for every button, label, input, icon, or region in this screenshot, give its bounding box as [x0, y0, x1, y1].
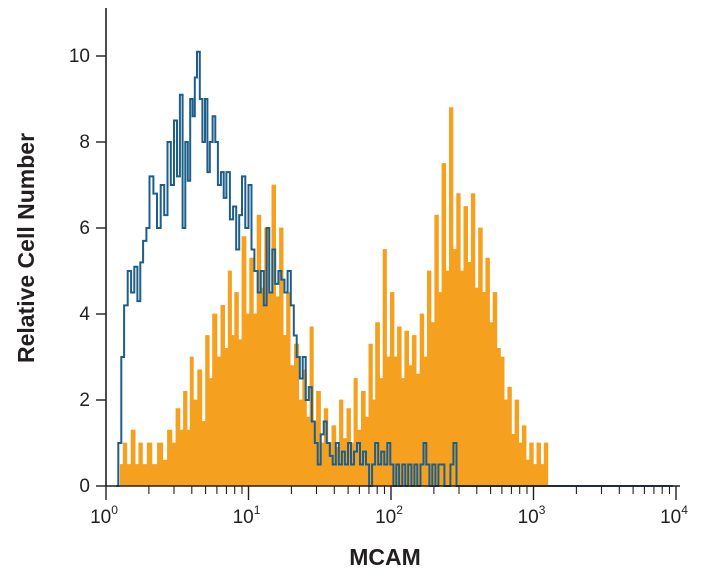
x-tick-label-exponent: 4	[681, 503, 688, 517]
y-tick-label: 8	[79, 132, 90, 153]
y-tick-label: 4	[79, 304, 90, 325]
x-tick-label-base: 10	[375, 507, 396, 528]
x-tick-label-exponent: 2	[396, 503, 403, 517]
x-tick-label-base: 10	[660, 507, 681, 528]
x-tick-label: 102	[375, 503, 403, 528]
histogram-fill-area	[119, 107, 549, 487]
x-tick-label-exponent: 0	[111, 503, 118, 517]
x-axis-tick-labels: 100 101 102 103 104	[90, 503, 688, 528]
x-tick-label-exponent: 1	[254, 503, 261, 517]
x-tick-label: 104	[660, 503, 688, 528]
x-tick-label: 103	[518, 503, 546, 528]
y-tick-label: 10	[69, 46, 90, 67]
x-tick-label: 101	[233, 503, 261, 528]
y-tick-label: 6	[79, 218, 90, 239]
x-tick-label-exponent: 3	[539, 503, 546, 517]
x-tick-label: 100	[90, 503, 118, 528]
x-axis-title: MCAM	[349, 544, 421, 570]
y-axis-ticks	[96, 55, 106, 487]
x-axis-ticks	[105, 486, 677, 500]
y-axis-title: Relative Cell Number	[13, 133, 39, 363]
y-axis-tick-labels: 0 2 4 6 8 10	[69, 46, 91, 497]
y-tick-label: 2	[79, 390, 90, 411]
x-tick-label-base: 10	[518, 507, 539, 528]
x-tick-label-base: 10	[233, 507, 254, 528]
x-tick-label-base: 10	[90, 507, 111, 528]
y-tick-label: 0	[79, 476, 90, 497]
filled-histogram-series	[119, 107, 549, 487]
